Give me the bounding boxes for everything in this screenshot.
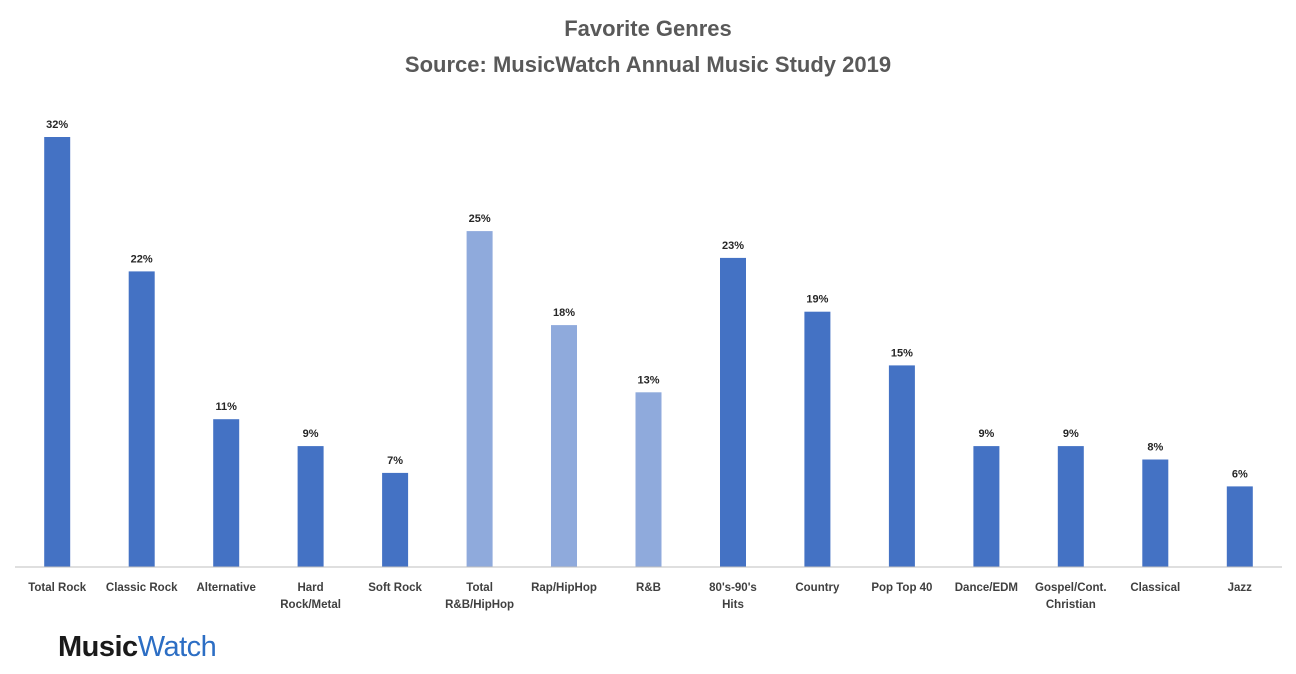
- data-label-6: 18%: [553, 307, 575, 319]
- data-label-3: 9%: [303, 428, 319, 440]
- bar-0: [44, 137, 71, 567]
- x-tick-label-12: Gospel/Cont. Christian: [1035, 582, 1107, 611]
- x-tick-label-11: Dance/EDM: [955, 582, 1018, 594]
- x-tick-label-3: Hard Rock/Metal: [280, 582, 341, 611]
- bar-1: [128, 271, 155, 567]
- x-tick-label-4: Soft Rock: [368, 582, 422, 594]
- chart-subtitle: Source: MusicWatch Annual Music Study 20…: [405, 52, 891, 77]
- bar-9: [804, 311, 831, 567]
- bar-14: [1226, 486, 1253, 567]
- x-tick-label-1: Classic Rock: [106, 582, 178, 594]
- data-label-2: 11%: [215, 401, 237, 413]
- bar-7: [635, 392, 662, 567]
- x-tick-labels-group: Total Rock Classic Rock Alternative Hard Roc…: [28, 582, 1252, 611]
- data-label-0: 32%: [46, 119, 68, 131]
- data-label-10: 15%: [891, 347, 913, 359]
- bar-8: [720, 257, 746, 567]
- data-label-9: 19%: [806, 294, 828, 306]
- data-label-13: 8%: [1147, 442, 1163, 454]
- data-label-1: 22%: [131, 253, 153, 265]
- data-label-11: 9%: [978, 428, 994, 440]
- x-tick-label-2: Alternative: [196, 582, 255, 594]
- x-tick-label-8: 80's-90's Hits: [709, 582, 757, 611]
- x-tick-label-13: Classical: [1130, 582, 1180, 594]
- logo-text-watch: Watch: [137, 631, 217, 663]
- data-label-4: 7%: [387, 455, 403, 467]
- x-tick-label-9: Country: [795, 582, 840, 594]
- chart-title: Favorite Genres: [564, 16, 732, 41]
- x-tick-label-14: Jazz: [1228, 582, 1253, 594]
- bar-13: [1142, 459, 1169, 567]
- bar-10: [888, 365, 915, 567]
- x-tick-label-5: Total R&B/HipHop: [445, 582, 514, 611]
- bar-6: [551, 325, 577, 567]
- bar-5: [466, 231, 493, 567]
- x-tick-label-10: Pop Top 40: [871, 582, 932, 594]
- bar-12: [1057, 446, 1084, 567]
- data-label-7: 13%: [637, 374, 659, 386]
- data-label-14: 6%: [1232, 468, 1248, 480]
- bar-4: [382, 472, 409, 567]
- data-label-8: 23%: [722, 240, 744, 252]
- data-label-5: 25%: [469, 213, 491, 225]
- x-tick-label-7: R&B: [636, 582, 661, 594]
- musicwatch-logo: MusicWatch: [58, 631, 217, 663]
- data-labels-group: 32% 22% 11% 9% 7% 25% 18% 13% 23% 19% 15% 9% 9% 8% 6%: [46, 119, 1248, 480]
- data-label-12: 9%: [1063, 428, 1079, 440]
- x-tick-label-0: Total Rock: [28, 582, 87, 594]
- bar-3: [297, 446, 324, 567]
- bar-11: [973, 446, 1000, 567]
- x-tick-label-6: Rap/HipHop: [531, 582, 597, 594]
- logo-text-music: Music: [58, 631, 138, 663]
- bars-group: [44, 137, 1253, 567]
- bar-2: [213, 419, 240, 567]
